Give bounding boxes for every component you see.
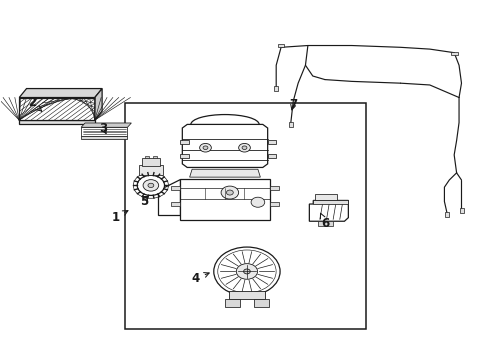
Circle shape	[242, 146, 246, 149]
Bar	[315, 194, 336, 201]
Polygon shape	[81, 127, 127, 136]
Bar	[145, 156, 149, 158]
Circle shape	[148, 183, 154, 188]
Circle shape	[236, 264, 257, 279]
Polygon shape	[182, 125, 267, 167]
Bar	[318, 221, 332, 226]
Circle shape	[221, 186, 238, 199]
Bar	[142, 158, 159, 166]
Bar	[224, 299, 239, 307]
Circle shape	[243, 269, 250, 274]
Text: 7: 7	[288, 98, 297, 111]
Bar	[254, 299, 268, 307]
Polygon shape	[274, 86, 278, 91]
Polygon shape	[313, 201, 347, 204]
Circle shape	[203, 146, 207, 149]
Text: 1: 1	[111, 211, 128, 224]
Bar	[180, 154, 188, 158]
Polygon shape	[180, 179, 269, 220]
Polygon shape	[95, 89, 102, 120]
Polygon shape	[19, 89, 102, 98]
Bar	[228, 291, 264, 299]
Polygon shape	[309, 201, 347, 221]
Circle shape	[137, 175, 164, 195]
Polygon shape	[444, 212, 448, 217]
Polygon shape	[277, 44, 284, 47]
Bar	[269, 186, 278, 190]
Polygon shape	[158, 179, 180, 215]
Bar	[153, 156, 157, 158]
Polygon shape	[81, 123, 131, 127]
Polygon shape	[81, 136, 127, 139]
Circle shape	[238, 143, 250, 152]
Circle shape	[143, 180, 158, 191]
Bar	[269, 202, 278, 206]
Circle shape	[226, 190, 233, 195]
Polygon shape	[189, 169, 260, 177]
Polygon shape	[459, 208, 463, 213]
Polygon shape	[19, 120, 95, 125]
Text: 2: 2	[28, 96, 41, 111]
Text: 3: 3	[99, 122, 107, 135]
Bar	[180, 140, 188, 144]
Text: 5: 5	[140, 195, 148, 208]
Bar	[267, 154, 276, 158]
Polygon shape	[288, 122, 292, 127]
Bar	[171, 186, 180, 190]
Bar	[139, 165, 163, 175]
Text: 4: 4	[191, 272, 209, 285]
Bar	[267, 140, 276, 144]
Polygon shape	[19, 98, 95, 120]
Circle shape	[199, 143, 211, 152]
Circle shape	[213, 247, 280, 296]
Bar	[125, 103, 366, 329]
Circle shape	[250, 197, 264, 207]
Bar	[171, 202, 180, 206]
Text: 6: 6	[320, 213, 328, 230]
Polygon shape	[450, 52, 457, 55]
